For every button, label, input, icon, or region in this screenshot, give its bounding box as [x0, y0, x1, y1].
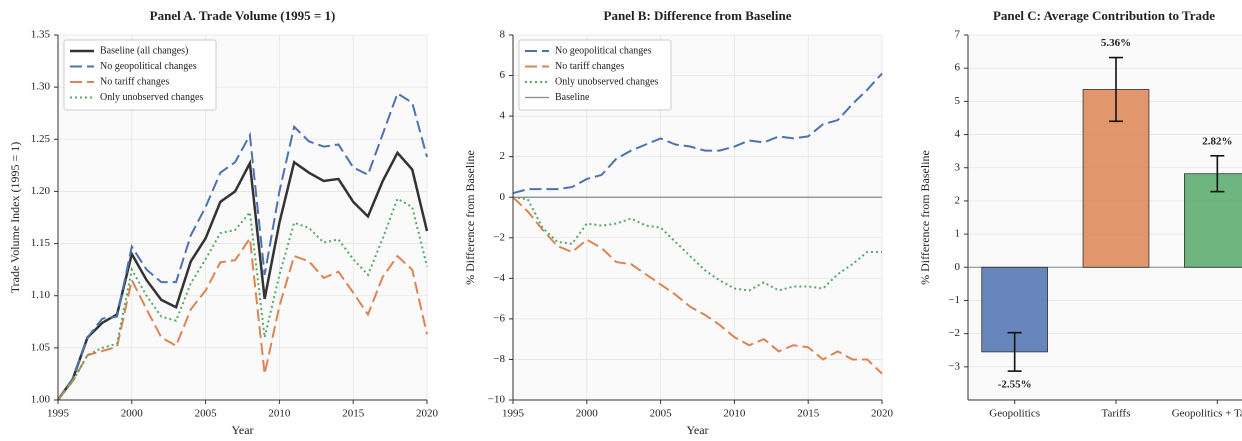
y-tick-label: 8: [500, 29, 506, 41]
x-tick-label: 1995: [502, 408, 525, 420]
x-tick-label: Tariffs: [1102, 408, 1131, 420]
y-tick-label: 1: [955, 228, 961, 240]
x-tick-label: 1995: [47, 408, 70, 420]
series-line: [512, 72, 883, 195]
series-line: [57, 235, 428, 401]
x-tick-label: Geopolitics + Tariffs: [1172, 408, 1242, 420]
x-tick-label: 2000: [121, 408, 144, 420]
y-tick-label: −2: [493, 231, 505, 243]
y-tick-label: 2: [955, 194, 961, 206]
y-axis-label: % Difference from Baseline: [463, 150, 477, 285]
x-axis-label: Year: [231, 423, 253, 437]
x-tick-label: 2015: [797, 408, 820, 420]
y-tick-label: −8: [493, 353, 505, 365]
y-tick-label: 1.15: [31, 237, 51, 249]
legend-label: Only unobserved changes: [100, 92, 203, 103]
x-tick-label: 2010: [723, 408, 746, 420]
legend-label: Baseline (all changes): [100, 45, 188, 56]
panel-title: Panel A. Trade Volume (1995 = 1): [150, 8, 336, 23]
y-tick-label: −2: [948, 327, 960, 339]
bar: [1184, 173, 1242, 268]
x-tick-label: 2005: [650, 408, 673, 420]
y-tick-label: −3: [948, 360, 960, 372]
y-tick-label: −10: [488, 394, 506, 406]
legend-box: [518, 39, 672, 111]
x-tick-label: 2020: [871, 408, 894, 420]
series-line: [512, 196, 883, 375]
value-label: 2.82%: [1202, 135, 1232, 147]
value-label: 5.36%: [1101, 37, 1131, 49]
y-tick-label: 1.35: [31, 29, 51, 41]
y-tick-label: 2: [500, 150, 506, 162]
y-tick-label: 0: [955, 261, 961, 273]
x-tick-label: 2020: [416, 408, 439, 420]
y-tick-label: −4: [493, 272, 505, 284]
panel-title: Panel B: Difference from Baseline: [604, 8, 792, 23]
legend-label: No geopolitical changes: [555, 45, 652, 56]
x-tick-label: 2015: [342, 408, 365, 420]
series-line: [57, 91, 428, 401]
legend-label: Only unobserved changes: [555, 76, 658, 87]
x-tick-label: 2005: [195, 408, 218, 420]
y-tick-label: 6: [955, 62, 961, 74]
y-tick-label: 1.00: [31, 394, 51, 406]
y-tick-label: 4: [955, 128, 961, 140]
legend-label: No tariff changes: [100, 76, 169, 87]
y-axis-label: Trade Volume Index (1995 = 1): [8, 142, 22, 294]
y-tick-label: 7: [955, 29, 961, 41]
y-tick-label: 1.30: [31, 81, 51, 93]
y-tick-label: 1.05: [31, 341, 51, 353]
y-tick-label: 3: [955, 161, 961, 173]
legend-box: [63, 39, 217, 111]
y-tick-label: 4: [500, 110, 506, 122]
legend-label: No tariff changes: [555, 61, 624, 72]
y-tick-label: −6: [493, 312, 505, 324]
legend-label: Baseline: [555, 92, 590, 103]
y-tick-label: 1.25: [31, 133, 51, 145]
x-axis-label: Year: [686, 423, 708, 437]
series-line: [512, 196, 882, 292]
y-tick-label: 6: [500, 69, 506, 81]
value-label: -2.55%: [998, 379, 1032, 391]
x-tick-label: 2010: [268, 408, 291, 420]
y-tick-label: 1.20: [31, 185, 51, 197]
y-tick-label: 5: [955, 95, 961, 107]
panel-title: Panel C: Average Contribution to Trade: [993, 8, 1215, 23]
legend-label: No geopolitical changes: [100, 61, 197, 72]
y-tick-label: −1: [948, 294, 960, 306]
y-axis-label: % Difference from Baseline: [918, 150, 932, 285]
y-tick-label: 1.10: [31, 289, 51, 301]
x-tick-label: 2000: [576, 408, 599, 420]
x-tick-label: Geopolitics: [989, 408, 1040, 420]
y-tick-label: 0: [500, 191, 506, 203]
